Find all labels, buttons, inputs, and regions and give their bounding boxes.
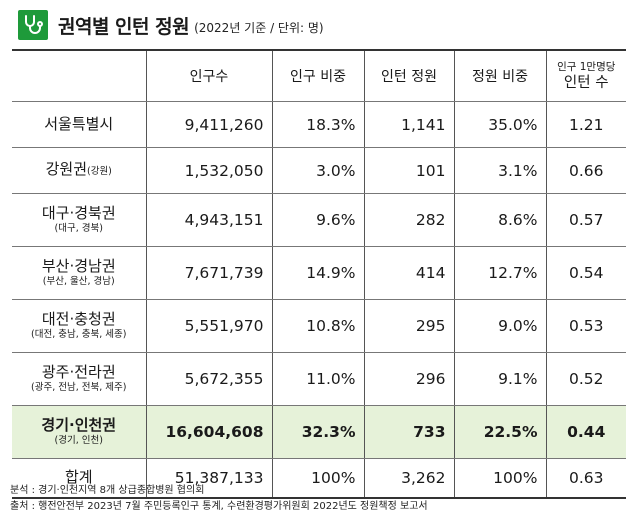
pop-share-cell: 9.6% [271, 193, 365, 247]
per10k-cell: 0.54 [545, 246, 626, 300]
per10k-cell: 0.53 [545, 299, 626, 353]
pop-share-cell: 11.0% [271, 352, 365, 406]
population-cell: 1,532,050 [145, 147, 273, 194]
region-cell: 대전·충청권 (대전, 충남, 충북, 세종) [12, 299, 147, 353]
quota-share-cell: 35.0% [453, 101, 547, 148]
region-cell: 경기·인천권 (경기, 인천) [12, 405, 147, 459]
footer: 분석 : 경기·인천지역 8개 상급종합병원 협의회 출처 : 행전안전부 20… [10, 483, 428, 515]
region-name: 합계 [64, 468, 93, 487]
header-per10k-line1: 인구 1만명당 [557, 60, 616, 73]
pop-share-cell: 32.3% [271, 405, 365, 459]
quota-cell: 296 [363, 352, 455, 406]
population-cell: 5,672,355 [145, 352, 273, 406]
table-row: 부산·경남권 (부산, 울산, 경남) 7,671,739 14.9% 414 1… [12, 246, 626, 300]
header-region [12, 49, 147, 102]
region-sub: (강원) [87, 166, 112, 177]
quota-share-cell: 9.1% [453, 352, 547, 406]
region-cell: 합계 [12, 458, 147, 499]
per10k-cell: 0.44 [545, 405, 626, 459]
region-sub: (대구, 경북) [54, 223, 103, 234]
pop-share-cell: 3.0% [271, 147, 365, 194]
table-row: 대전·충청권 (대전, 충남, 충북, 세종) 5,551,970 10.8% 2… [12, 299, 626, 353]
population-cell: 7,671,739 [145, 246, 273, 300]
quota-cell: 101 [363, 147, 455, 194]
population-cell: 51,387,133 [145, 458, 273, 499]
header-per10k-line2: 인턴 수 [563, 74, 609, 91]
quota-share-cell: 100% [453, 458, 547, 499]
table-row-total: 합계 51,387,133 100% 3,262 100% 0.63 [12, 458, 626, 499]
pop-share-cell: 18.3% [271, 101, 365, 148]
quota-cell: 295 [363, 299, 455, 353]
table-row: 광주·전라권 (광주, 전남, 전북, 제주) 5,672,355 11.0% 2… [12, 352, 626, 406]
table-row-highlighted: 경기·인천권 (경기, 인천) 16,604,608 32.3% 733 22.5… [12, 405, 626, 459]
stethoscope-icon [18, 10, 48, 40]
quota-cell: 3,262 [363, 458, 455, 499]
region-cell: 강원권(강원) [12, 147, 147, 194]
population-cell: 4,943,151 [145, 193, 273, 247]
quota-share-cell: 8.6% [453, 193, 547, 247]
quota-share-cell: 9.0% [453, 299, 547, 353]
pop-share-cell: 14.9% [271, 246, 365, 300]
region-name: 대구·경북권 [41, 204, 116, 222]
per10k-cell: 1.21 [545, 101, 626, 148]
region-name: 경기·인천권 [41, 416, 117, 434]
region-cell: 광주·전라권 (광주, 전남, 전북, 제주) [12, 352, 147, 406]
header-intern-quota: 인턴 정원 [363, 49, 455, 102]
table-row: 강원권(강원) 1,532,050 3.0% 101 3.1% 0.66 [12, 147, 626, 194]
region-sub: (부산, 울산, 경남) [42, 276, 115, 287]
region-name: 서울특별시 [44, 115, 114, 133]
per10k-cell: 0.52 [545, 352, 626, 406]
region-name: 대전·충청권 [41, 310, 116, 328]
quota-share-cell: 3.1% [453, 147, 547, 194]
quota-table: 인구수 인구 비중 인턴 정원 정원 비중 인구 1만명당 인턴 수 서울특별시… [12, 49, 626, 499]
pop-share-cell: 10.8% [271, 299, 365, 353]
per10k-cell: 0.66 [545, 147, 626, 194]
region-sub: (경기, 인천) [54, 435, 103, 446]
population-cell: 5,551,970 [145, 299, 273, 353]
header-quota-share: 정원 비중 [453, 49, 547, 102]
quota-share-cell: 22.5% [453, 405, 547, 459]
region-sub: (대전, 충남, 충북, 세종) [31, 329, 127, 340]
pop-share-cell: 100% [271, 458, 365, 499]
footer-source: 출처 : 행전안전부 2023년 7월 주민등록인구 통계, 수련환경평가위원회… [10, 501, 428, 512]
footer-analysis: 분석 : 경기·인천지역 8개 상급종합병원 협의회 [10, 485, 205, 496]
page-title: 권역별 인턴 정원 [58, 15, 190, 38]
quota-cell: 282 [363, 193, 455, 247]
population-cell: 9,411,260 [145, 101, 273, 148]
region-name: 광주·전라권 [41, 363, 116, 381]
region-cell: 부산·경남권 (부산, 울산, 경남) [12, 246, 147, 300]
per10k-cell: 0.63 [545, 458, 626, 499]
table-header-row: 인구수 인구 비중 인턴 정원 정원 비중 인구 1만명당 인턴 수 [12, 49, 626, 102]
region-name: 강원권 [45, 160, 87, 178]
header: 권역별 인턴 정원 (2022년 기준 / 단위: 명) [18, 10, 324, 40]
region-cell: 서울특별시 [12, 101, 147, 148]
quota-share-cell: 12.7% [453, 246, 547, 300]
quota-cell: 414 [363, 246, 455, 300]
region-sub: (광주, 전남, 전북, 제주) [31, 382, 127, 393]
header-per10k: 인구 1만명당 인턴 수 [545, 49, 626, 102]
quota-cell: 733 [363, 405, 455, 459]
population-cell: 16,604,608 [145, 405, 273, 459]
quota-cell: 1,141 [363, 101, 455, 148]
table-row: 대구·경북권 (대구, 경북) 4,943,151 9.6% 282 8.6% 0… [12, 193, 626, 247]
region-cell: 대구·경북권 (대구, 경북) [12, 193, 147, 247]
header-pop-share: 인구 비중 [271, 49, 365, 102]
region-name: 부산·경남권 [41, 257, 116, 275]
table-row: 서울특별시 9,411,260 18.3% 1,141 35.0% 1.21 [12, 101, 626, 148]
per10k-cell: 0.57 [545, 193, 626, 247]
header-population: 인구수 [145, 49, 273, 102]
page-subtitle: (2022년 기준 / 단위: 명) [194, 21, 324, 35]
